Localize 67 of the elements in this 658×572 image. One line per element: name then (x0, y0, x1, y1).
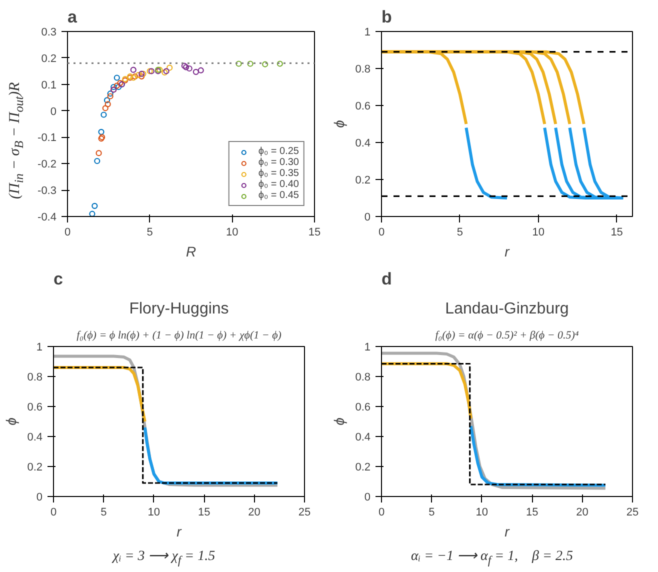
y-tick-label: 0.3 (41, 26, 57, 38)
x-axis-title: r (504, 524, 511, 540)
y-tick-label: -0.4 (38, 212, 57, 224)
text: χᵢ = 3 ⟶ χ$_{f}$ = 1.5 (112, 548, 216, 569)
x-tick-label: 15 (610, 226, 623, 238)
y-tick-label: 0.6 (355, 100, 371, 112)
legend-label: ϕ₀ = 0.30 (258, 157, 299, 168)
x-tick-label: 20 (576, 506, 588, 518)
chart-subtitle: f₀(ϕ) = ϕ ln(ϕ) + (1 − ϕ) ln(1 − ϕ) + χϕ(1 − ϕ) (76, 330, 282, 342)
x-tick-label: 25 (626, 506, 639, 518)
y-tick-label: 0.8 (355, 64, 371, 76)
text: αᵢ = −1 ⟶ α$_{f}$ = 1, β = 2.5 (411, 548, 573, 569)
y-tick-label: 0 (36, 492, 43, 504)
x-tick-label: 10 (148, 506, 160, 518)
y-tick-label: 0 (364, 212, 371, 224)
text: d (382, 270, 392, 288)
x-tick-label: 15 (308, 226, 321, 238)
x-tick-label: 5 (456, 226, 464, 238)
y-axis-title: ϕ (3, 417, 20, 426)
chart-title: Flory-Huggins (129, 300, 229, 318)
chart-subtitle: f₀(ϕ) = α(ϕ − 0.5)² + β(ϕ − 0.5)⁴ (435, 330, 579, 342)
x-tick-label: 0 (64, 226, 71, 238)
text: b (382, 8, 392, 26)
x-tick-label: 5 (100, 506, 107, 518)
x-tick-label: 5 (146, 226, 153, 238)
text: a (68, 8, 78, 26)
y-tick-label: 0.4 (355, 432, 371, 444)
x-tick-label: 15 (526, 506, 538, 518)
x-tick-label: 5 (428, 506, 435, 518)
chart-title: Landau-Ginzburg (445, 300, 569, 318)
legend-label: ϕ₀ = 0.35 (258, 168, 299, 179)
legend-label: ϕ₀ = 0.40 (258, 179, 299, 190)
y-axis-title: ϕ (331, 120, 348, 128)
y-tick-label: 0.4 (355, 138, 371, 150)
y-tick-label: 0 (364, 492, 371, 504)
y-tick-label: 0.2 (355, 462, 371, 474)
x-axis-title: R (186, 244, 196, 260)
x-tick-label: 10 (476, 506, 488, 518)
x-tick-label: 25 (298, 506, 311, 518)
x-tick-label: 0 (378, 506, 385, 518)
y-tick-label: 0 (50, 106, 57, 118)
y-tick-label: -0.2 (38, 158, 57, 171)
y-tick-label: 0.8 (27, 372, 43, 384)
legend-label: ϕ₀ = 0.25 (258, 146, 299, 157)
y-tick-label: 1 (364, 26, 371, 38)
y-tick-label: 0.6 (27, 402, 43, 414)
y-tick-label: 0.2 (355, 174, 371, 186)
y-tick-label: 0.2 (27, 462, 43, 474)
y-axis-title: ϕ (331, 417, 348, 426)
y-tick-label: 0.8 (355, 372, 371, 384)
x-tick-label: 15 (198, 506, 210, 518)
y-tick-label: 0.1 (41, 79, 57, 92)
x-axis-title: r (176, 524, 183, 540)
y-tick-label: 1 (36, 342, 43, 354)
y-tick-label: 0.2 (41, 52, 57, 65)
y-tick-label: 0.6 (355, 402, 371, 414)
x-tick-label: 10 (226, 226, 238, 238)
y-tick-label: -0.1 (38, 132, 57, 144)
x-tick-label: 20 (248, 506, 260, 518)
legend-label: ϕ₀ = 0.45 (258, 190, 299, 201)
y-tick-label: 1 (364, 342, 371, 354)
x-axis-title: r (504, 244, 511, 260)
text: c (54, 270, 63, 288)
y-tick-label: -0.3 (38, 185, 57, 198)
x-tick-label: 10 (532, 226, 545, 238)
x-tick-label: 0 (378, 226, 385, 238)
y-tick-label: 0.4 (27, 432, 43, 444)
